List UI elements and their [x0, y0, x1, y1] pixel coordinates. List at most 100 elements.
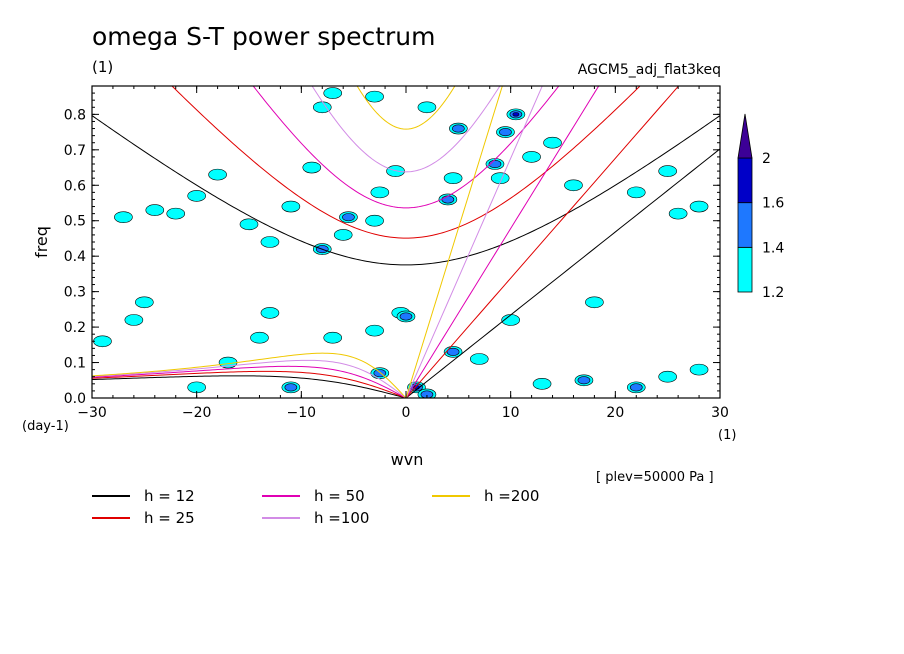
spectral-peak-46: [577, 376, 591, 385]
kelvin-wave-h12: [405, 148, 720, 398]
y-tick-label: 0.6: [64, 178, 86, 194]
kelvin-wave-h50: [405, 86, 600, 398]
y-tick-label: 0.2: [64, 320, 86, 336]
legend-item-h100: h =100: [262, 509, 369, 527]
spectral-peak-0: [114, 211, 133, 223]
legend-label: h =100: [314, 509, 370, 527]
chart-subtitle: (1): [92, 58, 114, 76]
gravity-wave-h12: [92, 115, 720, 266]
spectral-peak-51: [93, 335, 112, 348]
rossby-wave-h100: [92, 359, 407, 398]
spectral-peak-5: [239, 218, 259, 231]
legend-item-h25: h = 25: [92, 509, 195, 527]
spectral-peak-40: [420, 390, 434, 398]
contour-blobs: [93, 87, 709, 398]
spectral-peak-30: [658, 165, 677, 177]
y-axis-unit: (day-1): [22, 419, 69, 434]
x-tick-label: 20: [606, 405, 624, 421]
legend-swatch: [262, 517, 300, 519]
plev-note: [ plev=50000 Pa ]: [596, 470, 714, 485]
spectral-peak-17: [443, 172, 463, 184]
legend-item-h200: h =200: [432, 487, 539, 505]
legend-swatch: [262, 495, 300, 497]
legend-swatch: [432, 495, 470, 497]
colorbar-label: 1.6: [762, 196, 784, 212]
x-tick-label: −30: [77, 405, 107, 421]
colorbar-label: 1.2: [762, 285, 784, 301]
kelvin-wave-h200: [405, 86, 503, 398]
spectral-peak-12: [365, 214, 384, 227]
x-axis-label: wvn: [391, 450, 424, 469]
legend-label: h =200: [484, 487, 540, 505]
spectral-peak-42: [469, 353, 489, 365]
y-tick-label: 0.0: [64, 391, 86, 407]
axis-ticks: −30 −20 −10 0 10 20 30 0.0 0.1 0.2 0.3 0.4 0.5 0.6 0.7…: [64, 86, 729, 421]
gravity-wave-h50: [252, 86, 560, 209]
y-tick-label: 0.3: [64, 285, 86, 301]
spectral-peak-2: [166, 207, 186, 220]
rossby-wave-h12: [92, 375, 407, 398]
spectral-peak-24: [323, 87, 343, 99]
y-tick-label: 0.1: [64, 356, 86, 372]
experiment-label: AGCM5_adj_flat3keq: [577, 62, 721, 78]
colorbar-arrow: [737, 113, 753, 159]
spectral-peak-26: [365, 90, 384, 103]
rossby-wave-h200: [92, 352, 407, 398]
spectral-peak-16: [452, 124, 465, 133]
dispersion-curves: [92, 86, 720, 398]
colorbar-label: 2: [762, 151, 771, 167]
y-tick-label: 0.7: [64, 143, 86, 159]
rossby-wave-h25: [92, 370, 407, 398]
spectral-peak-7: [281, 200, 301, 213]
colorbar-segment: [737, 157, 753, 204]
legend-label: h = 25: [144, 509, 195, 527]
spectral-peak-9: [333, 229, 353, 241]
spectral-peak-20: [512, 112, 520, 117]
spectral-peak-35: [323, 331, 343, 344]
spectral-peak-8: [302, 161, 322, 174]
legend-swatch: [92, 517, 130, 519]
spectral-peak-21: [499, 128, 512, 137]
spectral-peak-44: [399, 312, 413, 321]
legend-label: h = 12: [144, 487, 195, 505]
chart-title: omega S-T power spectrum: [92, 22, 436, 51]
spectral-peak-48: [658, 370, 677, 383]
spectral-peak-31: [689, 200, 709, 213]
spectral-peak-32: [135, 296, 154, 309]
spectral-peak-4: [208, 168, 227, 181]
spectral-peak-19: [490, 172, 510, 184]
spectral-peak-45: [532, 378, 552, 390]
spectral-peak-53: [284, 383, 298, 392]
spectral-peak-28: [564, 179, 583, 192]
spectral-peak-13: [370, 186, 390, 199]
spectral-peak-11: [342, 213, 355, 222]
spectral-peak-41: [446, 347, 460, 356]
spectral-peak-15: [441, 195, 455, 204]
legend-item-h50: h = 50: [262, 487, 365, 505]
x-axis-unit: (1): [718, 428, 736, 443]
x-tick-label: −20: [182, 405, 212, 421]
spectral-peak-55: [585, 296, 604, 309]
colorbar: 1.2 1.4 1.6 2: [737, 113, 784, 301]
kelvin-wave-h100: [405, 86, 543, 398]
x-tick-label: −10: [287, 405, 317, 421]
plot-frame: [91, 85, 721, 399]
spectral-peak-1: [145, 204, 165, 216]
y-tick-label: 0.4: [64, 249, 86, 265]
gravity-wave-h200: [356, 86, 456, 130]
colorbar-segment: [737, 202, 753, 248]
gravity-wave-h25: [171, 86, 641, 239]
legend-item-h12: h = 12: [92, 487, 195, 505]
spectral-peak-22: [522, 151, 541, 163]
spectral-peak-23: [543, 136, 562, 149]
rossby-wave-h50: [92, 365, 407, 398]
spectral-peak-36: [260, 307, 280, 319]
x-tick-label: 0: [402, 405, 411, 421]
kelvin-wave-h25: [405, 86, 680, 398]
spectral-peak-6: [260, 236, 280, 248]
x-tick-label: 30: [711, 405, 729, 421]
spectral-peak-47: [629, 383, 643, 392]
x-tick-label: 10: [502, 405, 520, 421]
gravity-wave-h100: [311, 86, 501, 173]
